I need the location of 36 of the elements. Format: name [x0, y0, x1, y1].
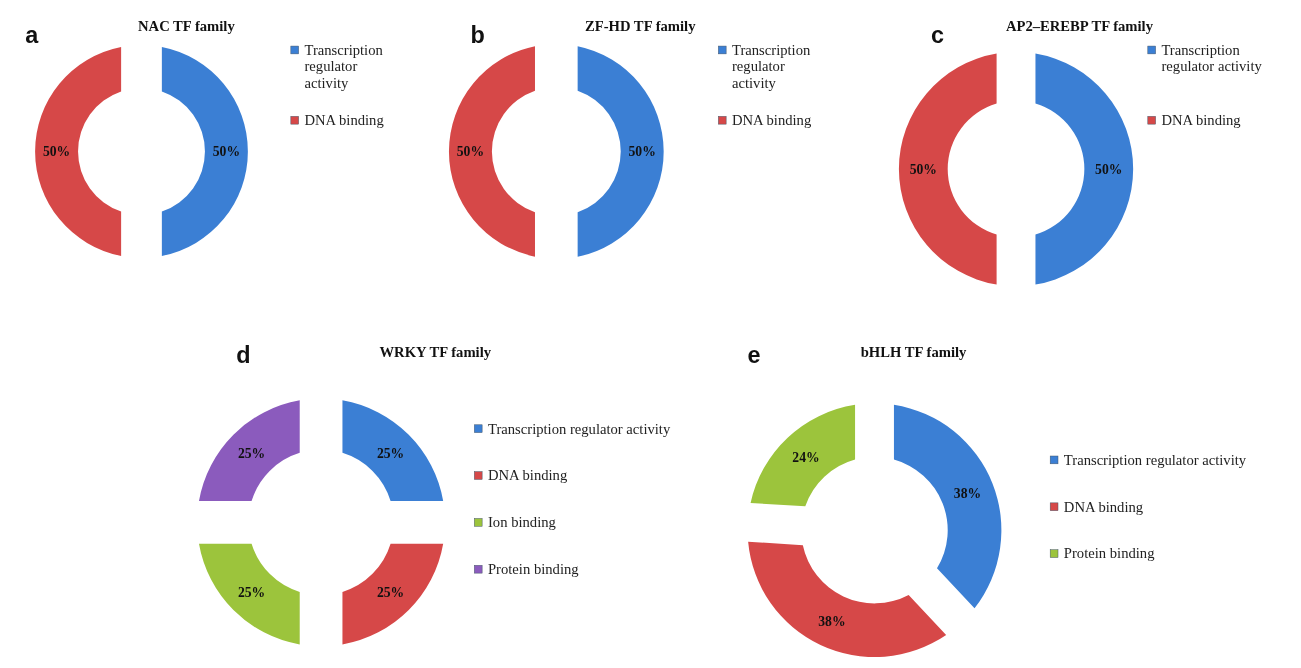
text: a	[25, 22, 40, 49]
data-label: 50%	[42, 144, 71, 160]
data-label: 25%	[237, 445, 266, 461]
legend-label: DNA binding	[304, 112, 385, 129]
legend-label: Protein binding	[1063, 545, 1156, 562]
text: c	[931, 22, 945, 49]
legend-label: Ion binding	[487, 514, 557, 531]
data-label: 50%	[909, 161, 937, 177]
legend-label: Protein binding	[487, 561, 580, 578]
data-label: 25%	[237, 584, 266, 600]
data-label: 50%	[1095, 161, 1123, 177]
legend-label: Transcription regulator activity	[1161, 41, 1263, 75]
data-label: 25%	[376, 445, 405, 461]
data-label: 24%	[792, 450, 820, 466]
chart-title: NAC TF family	[138, 18, 236, 35]
legend-label: Transcription regulator activity	[1063, 451, 1247, 468]
legend-label: DNA binding	[1161, 112, 1242, 129]
data-label: 25%	[376, 584, 405, 600]
text: b	[470, 22, 485, 49]
chart-title: AP2–EREBP TF family	[1005, 18, 1154, 35]
legend-label: DNA binding	[732, 112, 812, 129]
legend-label: DNA binding	[1063, 498, 1144, 515]
chart-title: bHLH TF family	[860, 344, 968, 361]
chart-title: WRKY TF family	[379, 344, 492, 361]
legend-label: Transcription regulator activity	[304, 41, 384, 92]
data-label: 50%	[212, 144, 241, 160]
legend-label: Transcription regulator activity	[732, 41, 811, 92]
text: e	[747, 342, 761, 369]
data-label: 50%	[628, 144, 656, 160]
legend-label: DNA binding	[487, 467, 568, 484]
data-label: 38%	[818, 613, 846, 629]
data-label: 50%	[456, 144, 485, 160]
data-label: 38%	[953, 486, 982, 502]
chart-title: ZF-HD TF family	[585, 18, 697, 35]
legend-label: Transcription regulator activity	[487, 420, 671, 437]
text: d	[236, 342, 251, 369]
